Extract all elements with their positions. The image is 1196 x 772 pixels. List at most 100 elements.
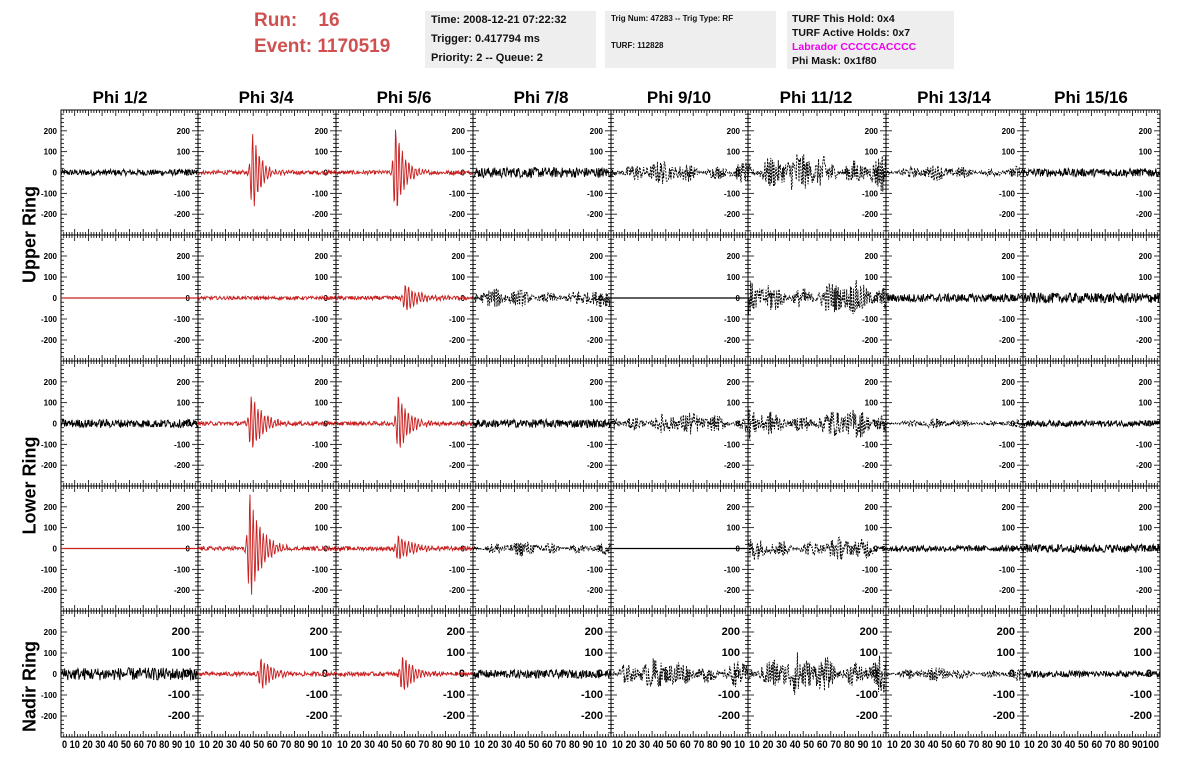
y-tick-label-left: 0 bbox=[53, 294, 58, 303]
waveform-trace bbox=[1022, 291, 1161, 305]
y-tick-label: 100 bbox=[1002, 399, 1016, 408]
column-header-phi-3-4: Phi 3/4 bbox=[238, 88, 294, 107]
y-tick-label: -100 bbox=[587, 315, 604, 324]
y-tick-label: 200 bbox=[727, 378, 741, 387]
waveform-trace bbox=[472, 541, 612, 557]
column-header-phi-15-16: Phi 15/16 bbox=[1054, 88, 1128, 107]
column-header-phi-1-2: Phi 1/2 bbox=[92, 88, 148, 107]
y-tick-label: -100 bbox=[174, 440, 191, 449]
y-tick-label: -200 bbox=[1136, 336, 1153, 345]
y-tick-label: -200 bbox=[999, 210, 1016, 219]
y-tick-label: -100 bbox=[862, 315, 879, 324]
y-tick-label: 200 bbox=[590, 503, 604, 512]
y-tick-label: -200 bbox=[999, 336, 1016, 345]
y-tick-label: -200 bbox=[587, 210, 604, 219]
panel-r2-c3: 200 100 0 -100 -200 bbox=[472, 360, 612, 487]
y-tick-label-left: -100 bbox=[41, 315, 58, 324]
y-tick-label: 100 bbox=[727, 399, 741, 408]
y-tick-label: 100 bbox=[452, 148, 466, 157]
column-header-phi-7-8: Phi 7/8 bbox=[513, 88, 569, 107]
waveform-trace bbox=[610, 160, 749, 185]
y-tick-label: 200 bbox=[1139, 252, 1153, 261]
y-tick-label: 100 bbox=[177, 524, 191, 533]
y-tick-label: -200 bbox=[724, 210, 741, 219]
y-tick-label: 200 bbox=[1002, 127, 1016, 136]
y-tick-label: 100 bbox=[590, 273, 604, 282]
y-tick-label: -100 bbox=[587, 440, 604, 449]
y-tick-label: 0 bbox=[461, 294, 466, 303]
y-tick-label: -200 bbox=[1136, 210, 1153, 219]
waveform-trace bbox=[1022, 166, 1161, 179]
y-tick-label: 200 bbox=[177, 127, 191, 136]
y-tick-label: 100 bbox=[177, 399, 191, 408]
waveform-trace bbox=[335, 129, 474, 207]
y-tick-label: -100 bbox=[862, 189, 879, 198]
waveform-trace bbox=[747, 280, 887, 316]
y-tick-label: -200 bbox=[449, 461, 466, 470]
y-tick-label: -100 bbox=[449, 189, 466, 198]
panel-r2-c0: 200 200 100 100 0 0 -100 -100 -200 -200 bbox=[41, 360, 199, 487]
waveform-trace bbox=[335, 535, 474, 560]
panel-r3-c3: 200 100 0 -100 -200 bbox=[472, 485, 612, 612]
y-tick-label-left: 0 bbox=[53, 545, 58, 554]
waveform-trace bbox=[610, 411, 749, 435]
y-tick-label-left: 200 bbox=[44, 252, 58, 261]
y-tick-label: -100 bbox=[1136, 440, 1153, 449]
waveform-trace bbox=[335, 284, 474, 311]
y-tick-label-left: 100 bbox=[44, 148, 58, 157]
waveform-trace bbox=[747, 153, 887, 192]
y-tick-label: 100 bbox=[177, 148, 191, 157]
y-tick-label-left: -200 bbox=[41, 586, 58, 595]
y-tick-label: 100 bbox=[1002, 273, 1016, 282]
y-tick-label: -100 bbox=[174, 565, 191, 574]
y-tick-label: 200 bbox=[590, 252, 604, 261]
event-value: 1170519 bbox=[317, 36, 391, 57]
y-tick-label: -100 bbox=[587, 565, 604, 574]
phi-mask-text: Phi Mask: 0x1f80 bbox=[792, 55, 877, 67]
y-tick-label: -100 bbox=[449, 440, 466, 449]
trigger-text: Trigger: 0.417794 ms bbox=[431, 33, 540, 45]
y-tick-label: 200 bbox=[727, 127, 741, 136]
y-tick-label: -200 bbox=[312, 586, 329, 595]
y-tick-label: -200 bbox=[312, 461, 329, 470]
y-tick-label: 200 bbox=[590, 127, 604, 136]
y-tick-label: -200 bbox=[724, 336, 741, 345]
y-tick-label: -200 bbox=[587, 461, 604, 470]
y-tick-label: -100 bbox=[724, 189, 741, 198]
panel-r1-c3: 200 100 0 -100 -200 bbox=[472, 234, 612, 362]
y-tick-label: 200 bbox=[1139, 127, 1153, 136]
waveform-trace bbox=[60, 167, 199, 178]
y-tick-label: 200 bbox=[452, 252, 466, 261]
panel-r3-c1: 200 100 0 -100 -200 bbox=[197, 485, 337, 612]
panel-r0-c5: 200 100 0 -100 -200 bbox=[747, 109, 887, 236]
y-tick-label: -200 bbox=[587, 586, 604, 595]
y-tick-label: -200 bbox=[862, 210, 879, 219]
time-info-box: Time: 2008-12-21 07:22:32 Trigger: 0.417… bbox=[425, 11, 596, 68]
y-tick-label: 200 bbox=[865, 252, 879, 261]
y-tick-label: -100 bbox=[449, 565, 466, 574]
y-tick-label: 100 bbox=[865, 273, 879, 282]
y-tick-label: -100 bbox=[724, 440, 741, 449]
y-tick-label: 100 bbox=[865, 399, 879, 408]
y-tick-label: 100 bbox=[315, 273, 329, 282]
y-tick-label: -200 bbox=[174, 336, 191, 345]
waveform-trace bbox=[472, 288, 612, 308]
y-tick-label-left: -200 bbox=[41, 210, 58, 219]
y-tick-label: 200 bbox=[590, 378, 604, 387]
y-tick-label-left: -200 bbox=[41, 336, 58, 345]
column-header-phi-13-14: Phi 13/14 bbox=[917, 88, 991, 107]
y-tick-label: -100 bbox=[862, 440, 879, 449]
y-tick-label: 0 bbox=[186, 420, 191, 429]
y-tick-label: -100 bbox=[449, 315, 466, 324]
trig-num-text: Trig Num: 47283 -- Trig Type: RF bbox=[611, 14, 734, 23]
run-event-box: Run: 16 Event: 1170519 bbox=[254, 8, 419, 68]
y-tick-label: 100 bbox=[865, 148, 879, 157]
y-tick-label: -100 bbox=[174, 315, 191, 324]
